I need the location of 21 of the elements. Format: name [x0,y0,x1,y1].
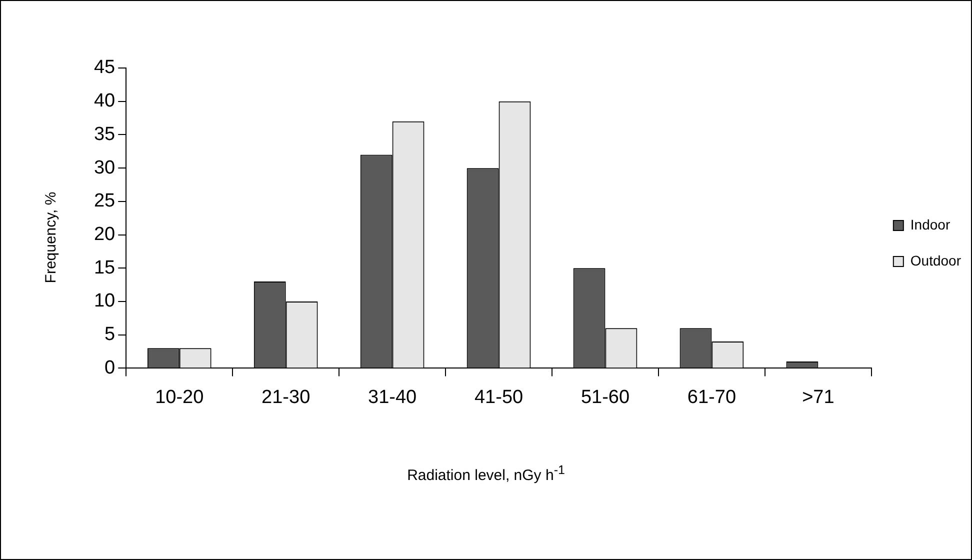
y-tick-label: 40 [94,90,116,112]
x-tick-label: 21-30 [262,386,310,408]
x-tick-label: 41-50 [474,386,524,408]
x-tick-label: 31-40 [368,386,417,408]
x-tick-label: 61-70 [687,386,736,408]
y-tick-label: 10 [94,290,116,312]
x-tick-label: 51-60 [580,386,630,408]
y-tick-label: 35 [94,124,116,145]
legend-label: Indoor [910,216,950,232]
legend-label: Outdoor [910,252,962,268]
y-tick-label: 20 [94,224,116,246]
x-axis-title: Radiation level, nGy h$^{-1}$ [406,463,566,484]
y-tick-label: 5 [104,324,116,346]
x-tick-label: >71 [802,386,834,408]
y-tick-label: 30 [94,157,116,178]
x-tick-label: 10-20 [155,386,204,408]
y-tick-label: 45 [94,57,116,78]
y-tick-label: 0 [104,357,116,378]
y-tick-label: 15 [94,257,116,278]
y-tick-label: 25 [94,190,116,212]
y-axis-title: Frequency, % [42,190,60,286]
